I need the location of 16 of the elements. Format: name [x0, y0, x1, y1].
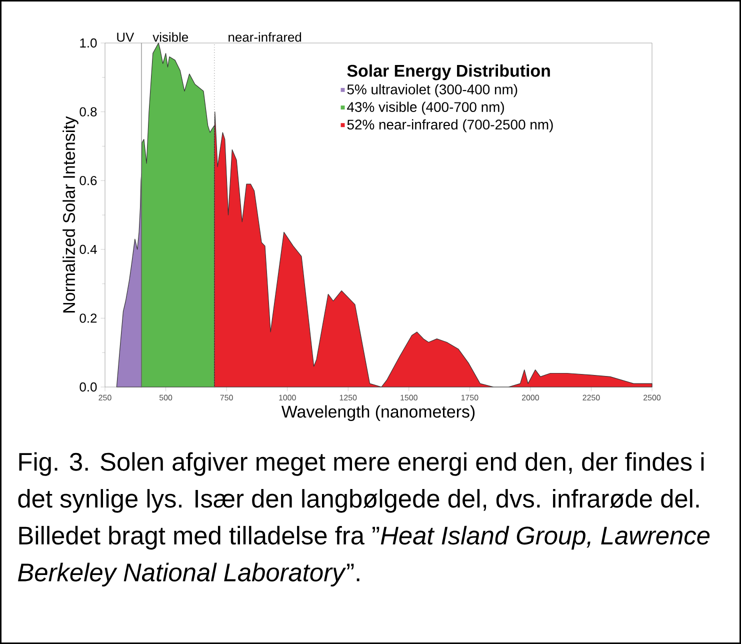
text: Fig. 3. Solen afgiver meget mere energi end den, der findes i det synlige lys. Især den langbølgede del, dvs. infrarøde del. Billedet bragt med tilladelse fra ”Heat Island Group, Lawrence Berkeley National Laboratory”. — [18, 452, 710, 586]
y-tick-label: 0.4 — [80, 244, 97, 254]
y-tick-label: 0.2 — [80, 314, 97, 323]
legend-label: 43% visible (400-700 nm) — [347, 102, 504, 115]
legend-title: Solar Energy Distribution — [347, 64, 550, 80]
legend-label: 52% near-infrared (700-2500 nm) — [347, 119, 553, 132]
text: visible — [152, 32, 188, 42]
x-axis-title: Wavelength (nanometers) — [281, 405, 475, 422]
y-tick-label: 0.8 — [80, 107, 97, 116]
y-tick-label: 1.0 — [80, 38, 97, 48]
text: UV — [117, 32, 134, 42]
y-tick-label: 0.6 — [80, 176, 97, 186]
legend-label: 5% ultraviolet (300-400 nm) — [347, 84, 518, 98]
text: near-infrared — [228, 32, 302, 42]
y-tick-label: 0.0 — [80, 382, 97, 392]
y-axis-title: Normalized Solar Intensity — [62, 116, 78, 312]
